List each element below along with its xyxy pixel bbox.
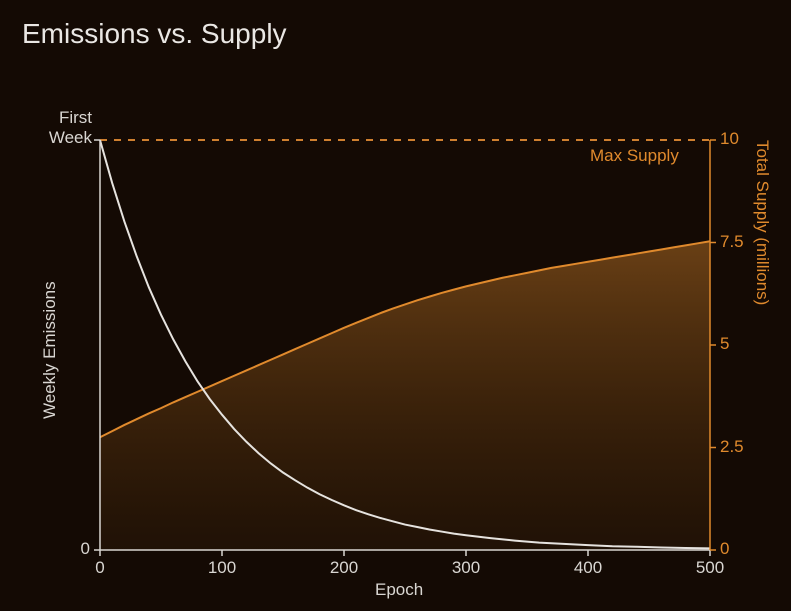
y-right-axis-label: Total Supply (millions) [752,140,772,305]
x-tick-label: 0 [75,558,125,578]
max-supply-label: Max Supply [590,146,679,166]
x-tick-label: 100 [197,558,247,578]
y-right-tick-label: 10 [720,129,739,149]
chart-plot [100,140,712,552]
supply-area-fill [100,241,710,550]
y-right-tick-label: 0 [720,539,729,559]
x-tick-label: 400 [563,558,613,578]
chart-title: Emissions vs. Supply [22,18,287,50]
y-right-tick-label: 7.5 [720,232,744,252]
first-week-annotation: First Week [49,108,92,147]
x-tick-label: 200 [319,558,369,578]
y-right-tick-label: 2.5 [720,437,744,457]
y-left-axis-label: Weekly Emissions [40,281,60,419]
x-tick-label: 300 [441,558,491,578]
x-tick-label: 500 [685,558,735,578]
y-left-zero-tick: 0 [81,539,90,559]
x-axis-label: Epoch [375,580,423,600]
y-right-tick-label: 5 [720,334,729,354]
